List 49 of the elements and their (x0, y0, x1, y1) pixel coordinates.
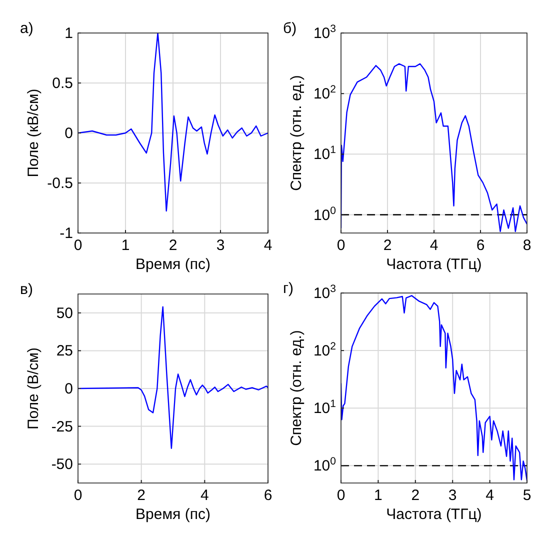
y-tick-label: -0.5 (47, 175, 73, 192)
y-tick-label: 10$^{1}$ (313, 144, 336, 164)
y-axis-title: Спектр (отн. ед.) (288, 75, 305, 191)
chart-title: б) (283, 20, 297, 37)
chart-title: в) (20, 281, 33, 298)
y-tick-label: 0 (64, 380, 73, 398)
x-tick-label: 5 (522, 487, 532, 504)
y-tick-label: 10$^{2}$ (313, 340, 336, 360)
y-tick-label: 10$^{3}$ (313, 283, 336, 302)
x-tick-label: 6 (476, 237, 485, 254)
x-axis-title: Время (пс) (136, 256, 210, 273)
chart-title: а) (20, 20, 34, 37)
x-tick-label: 2 (168, 237, 178, 254)
y-tick-label: 50 (56, 304, 73, 322)
x-axis-title: Частота (ТГц) (386, 256, 482, 273)
x-tick-label: 2 (383, 237, 392, 254)
y-tick-label: -25 (51, 418, 73, 436)
x-tick-label: 6 (264, 487, 272, 504)
x-tick-label: 4 (200, 487, 209, 504)
x-tick-label: 1 (121, 237, 130, 254)
y-tick-label: 1 (64, 25, 73, 42)
x-tick-label: 2 (137, 487, 146, 504)
x-tick-label: 8 (522, 237, 532, 254)
y-tick-label: -1 (60, 225, 73, 242)
x-tick-label: 4 (264, 237, 272, 254)
x-tick-label: 4 (430, 237, 438, 254)
y-axis-title: Поле (В/см) (25, 347, 42, 430)
y-tick-label: 0 (64, 125, 73, 142)
line-series (341, 295, 527, 482)
x-tick-label: 3 (216, 237, 225, 254)
y-tick-label: 10$^{1}$ (313, 398, 336, 418)
chart-title: г) (283, 280, 294, 297)
x-tick-label: 4 (486, 487, 494, 504)
y-tick-label: -50 (51, 456, 73, 474)
y-tick-label: 10$^{3}$ (313, 23, 336, 42)
y-tick-label: 0.5 (52, 75, 73, 92)
x-tick-label: 1 (374, 487, 382, 504)
y-tick-label: 10$^{0}$ (313, 204, 336, 224)
x-tick-label: 3 (448, 487, 457, 504)
x-tick-label: 2 (411, 487, 420, 504)
y-axis-title: Спектр (отн. ед.) (288, 330, 305, 446)
x-axis-title: Частота (ТГц) (386, 506, 482, 523)
y-tick-label: 10$^{2}$ (313, 84, 336, 103)
x-axis-title: Время (пс) (136, 506, 210, 523)
y-tick-label: 25 (56, 342, 73, 360)
line-series (341, 63, 527, 232)
y-axis-title: Поле (кВ/см) (25, 88, 42, 178)
y-tick-label: 10$^{0}$ (313, 456, 336, 475)
line-series (78, 306, 268, 449)
